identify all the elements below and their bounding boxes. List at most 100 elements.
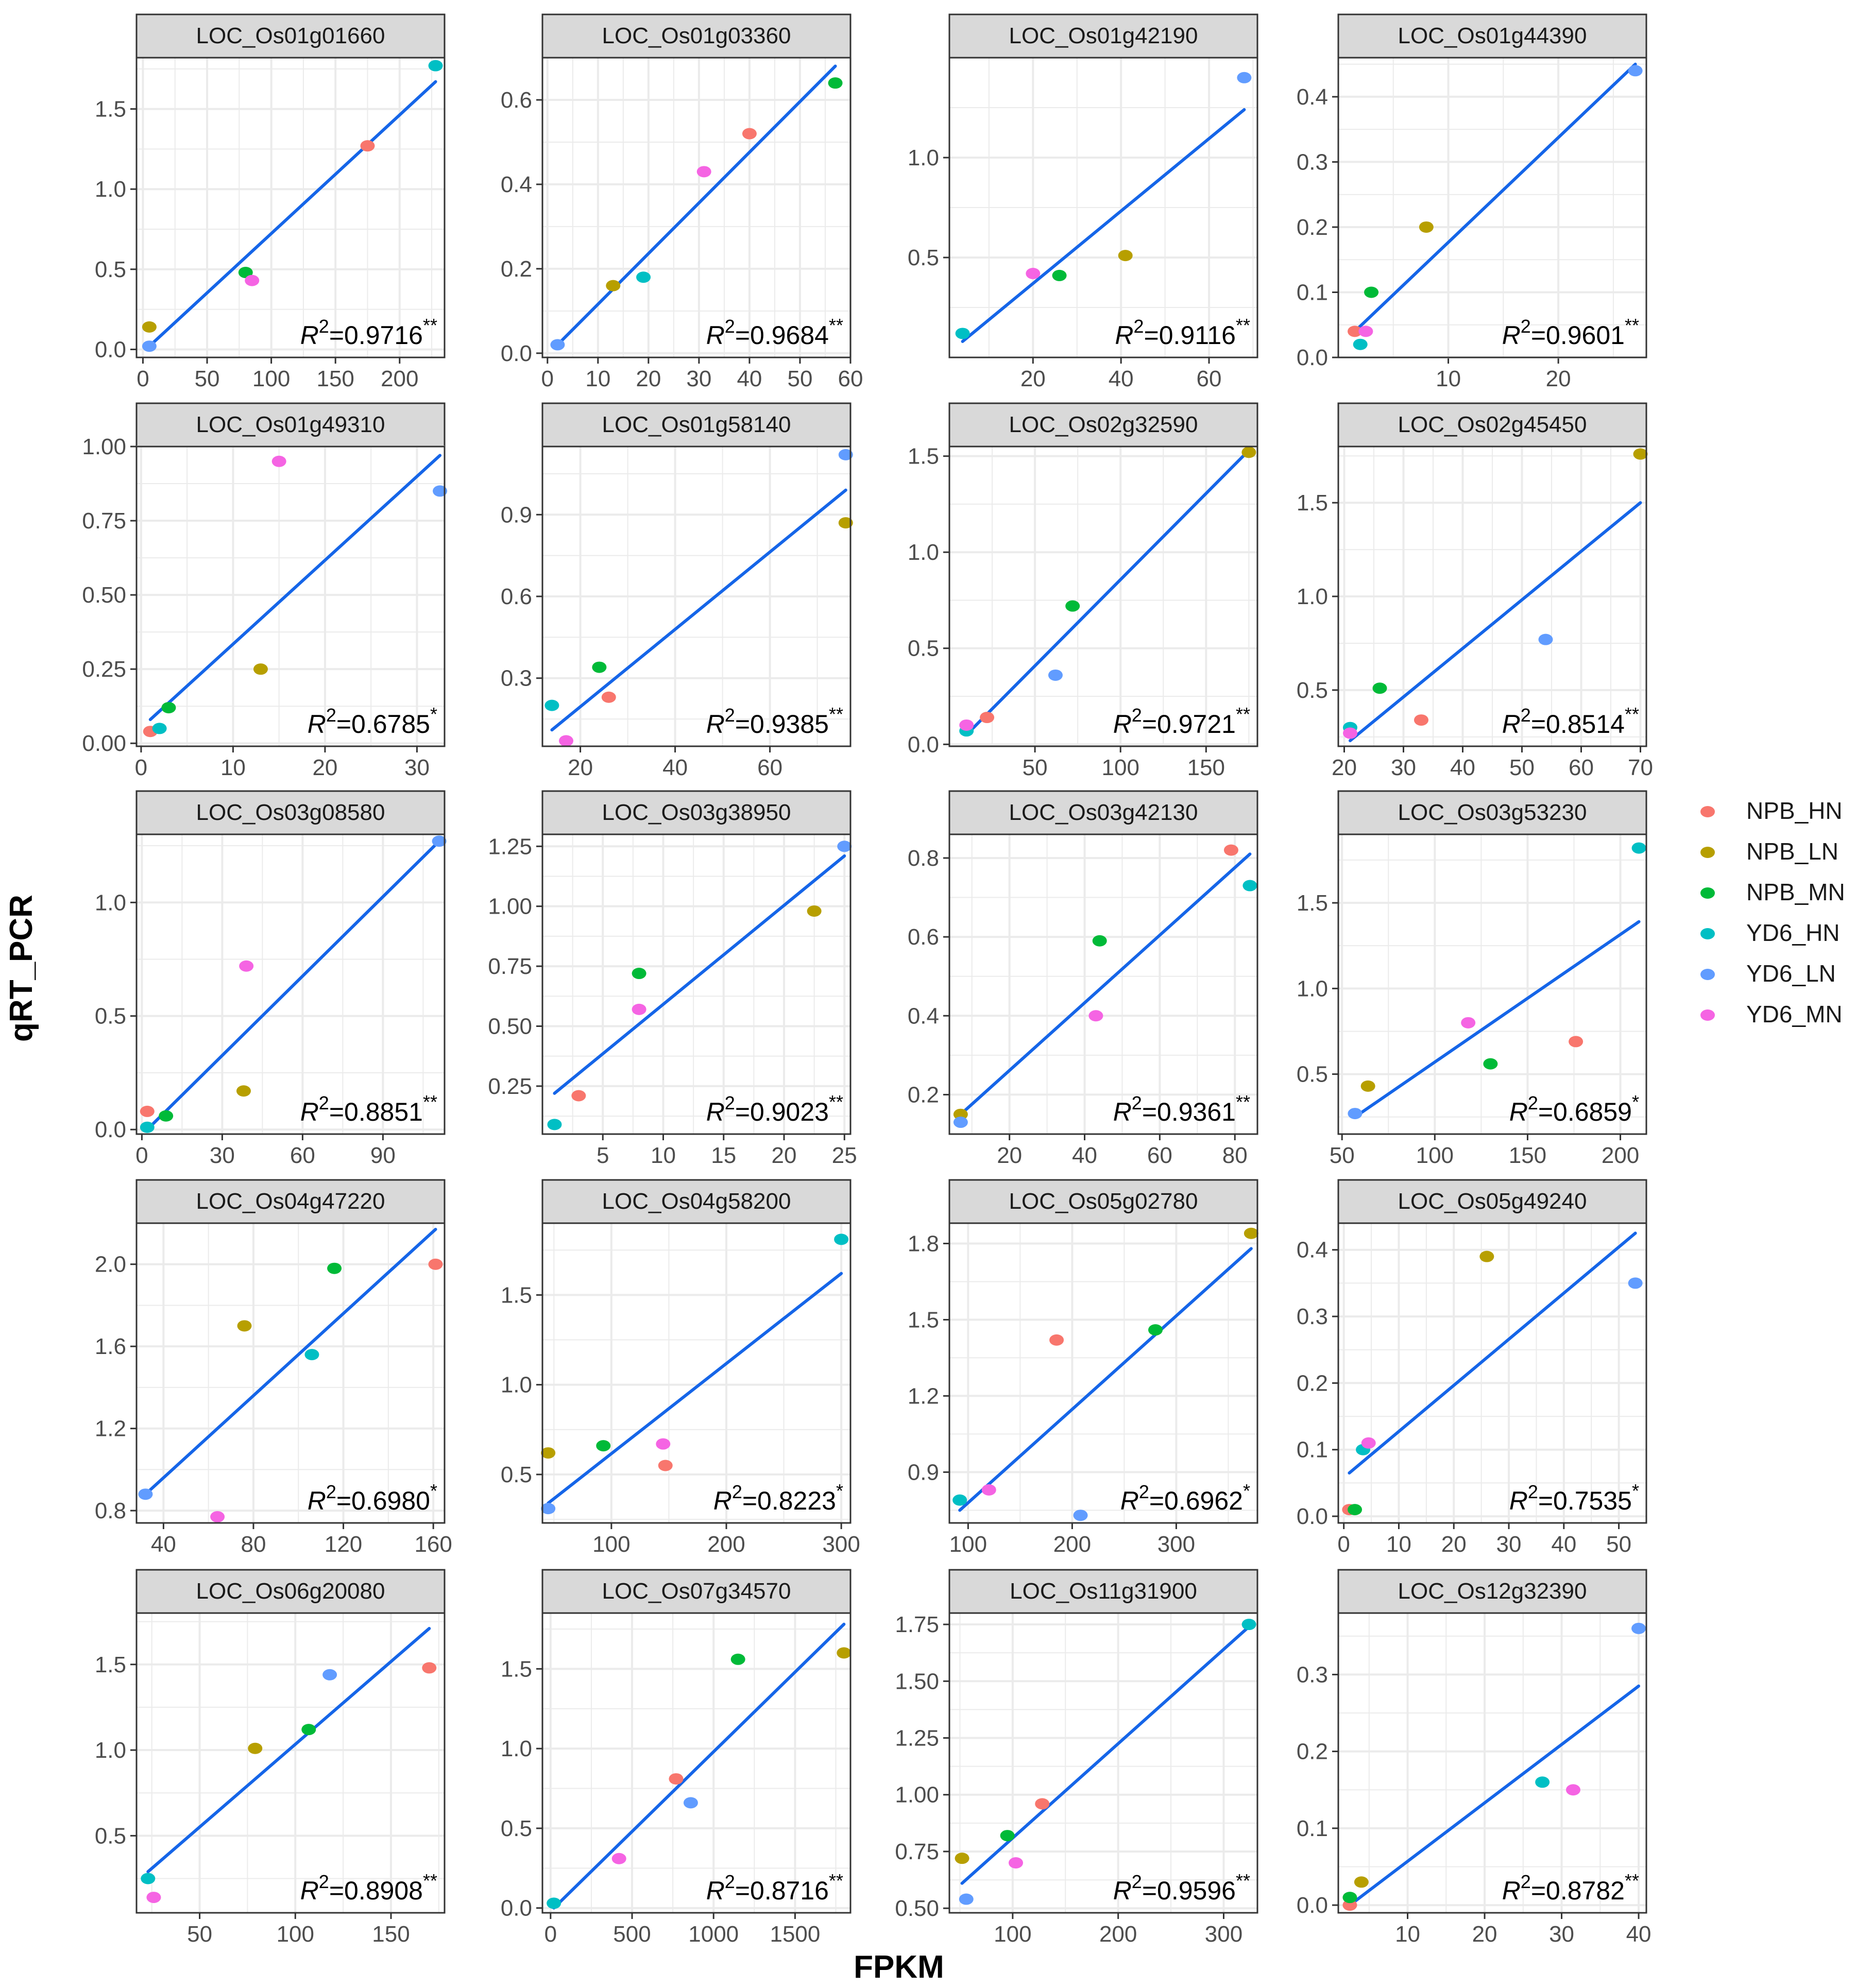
r-squared-value: =0.8223 xyxy=(742,1486,836,1515)
data-point xyxy=(433,485,448,497)
x-tick-label: 30 xyxy=(1496,1532,1522,1557)
legend: NPB_HN NPB_LN NPB_MN YD6_HN YD6_LN YD6_MN xyxy=(1700,797,1845,1027)
r-squared-symbol: R xyxy=(713,1486,732,1515)
r-squared-annotation: R2=0.6962* xyxy=(1120,1480,1250,1515)
r-squared-value: =0.6962 xyxy=(1149,1486,1243,1515)
facet-panel: LOC_Os03g08580 0 30 60 90 0.0 0.5 1.0 R2=0.8851*… xyxy=(95,790,447,1168)
plot-area xyxy=(542,1613,850,1913)
data-point xyxy=(1535,1776,1550,1788)
y-tick-label: 1.0 xyxy=(95,1738,126,1763)
regression-line xyxy=(1349,501,1642,743)
facet-panel: LOC_Os03g38950 5 10 15 20 25 0.25 0.50 0.75 1.00 1… xyxy=(488,790,857,1168)
r-squared-value: =0.9596 xyxy=(1142,1876,1236,1905)
data-point xyxy=(601,691,616,703)
facet-strip xyxy=(1337,13,1647,59)
facet-strip xyxy=(135,13,446,59)
y-tick-label: 1.6 xyxy=(95,1334,126,1359)
data-point xyxy=(1241,1619,1256,1631)
facet-strip xyxy=(1337,790,1647,835)
data-point xyxy=(1628,1277,1643,1289)
r-squared-symbol: R xyxy=(300,1098,319,1126)
r-squared-value: =0.8782 xyxy=(1531,1876,1625,1905)
r-squared-exponent: 2 xyxy=(326,705,336,726)
x-tick-label: 200 xyxy=(1053,1532,1091,1557)
x-tick-label: 40 xyxy=(1450,755,1475,780)
legend-label: YD6_LN xyxy=(1746,960,1836,987)
facet-title: LOC_Os03g53230 xyxy=(1398,800,1587,825)
facet-strip xyxy=(948,1569,1258,1614)
regression-line xyxy=(1353,920,1641,1119)
plot-area xyxy=(137,58,445,357)
significance-stars: * xyxy=(1632,1480,1639,1501)
facet-panel: LOC_Os01g42190 20 40 60 0.5 1.0 R2=0.9116** xyxy=(908,13,1258,391)
data-point xyxy=(146,1892,161,1904)
y-tick-label: 1.00 xyxy=(895,1783,939,1808)
y-tick-label: 0.0 xyxy=(95,1117,126,1142)
y-tick-label: 0.75 xyxy=(488,954,532,979)
x-tick-label: 150 xyxy=(316,366,354,391)
x-tick-label: 0 xyxy=(544,1922,557,1947)
legend-item: NPB_LN xyxy=(1700,838,1838,865)
y-tick-label: 0.0 xyxy=(1297,345,1328,370)
x-tick-label: 20 xyxy=(1546,366,1571,391)
r-squared-annotation: R2=0.8782** xyxy=(1502,1870,1639,1905)
x-tick-label: 40 xyxy=(1626,1922,1651,1947)
data-point xyxy=(428,60,443,72)
x-tick-label: 40 xyxy=(1551,1532,1576,1557)
y-tick-label: 0.5 xyxy=(501,1462,532,1487)
data-point xyxy=(140,1121,155,1133)
x-tick-label: 50 xyxy=(1606,1532,1631,1557)
r-squared-exponent: 2 xyxy=(1528,1092,1538,1113)
facet-panel: LOC_Os11g31900 100 200 300 0.50 0.75 1.00 1.25 1… xyxy=(895,1569,1258,1947)
x-tick-label: 30 xyxy=(1549,1922,1574,1947)
r-squared-annotation: R2=0.9716** xyxy=(300,315,437,350)
x-tick-label: 50 xyxy=(1023,755,1048,780)
data-point xyxy=(152,723,167,734)
significance-stars: ** xyxy=(1236,704,1250,725)
x-tick-label: 0 xyxy=(135,755,147,780)
panel-border xyxy=(541,1222,852,1524)
y-tick-label: 0.5 xyxy=(95,1823,126,1848)
panel-border xyxy=(541,1612,852,1914)
y-tick-label: 1.8 xyxy=(908,1231,939,1256)
y-tick-label: 0.2 xyxy=(1297,1739,1328,1764)
legend-label: YD6_MN xyxy=(1746,1001,1843,1027)
facet-title: LOC_Os03g42130 xyxy=(1009,800,1198,825)
data-point xyxy=(236,1085,251,1097)
y-tick-label: 0.50 xyxy=(82,582,126,608)
data-point xyxy=(981,1484,996,1496)
regression-line xyxy=(146,1626,431,1874)
r-squared-annotation: R2=0.9385** xyxy=(706,704,843,739)
y-tick-label: 1.5 xyxy=(501,1656,532,1682)
data-point xyxy=(656,1438,671,1450)
r-squared-exponent: 2 xyxy=(1132,1092,1142,1113)
r-squared-symbol: R xyxy=(308,710,326,739)
data-point xyxy=(245,275,260,286)
facet-title: LOC_Os03g38950 xyxy=(602,800,791,825)
r-squared-exponent: 2 xyxy=(319,1871,329,1892)
data-point xyxy=(1241,447,1256,458)
data-point xyxy=(632,1003,646,1015)
significance-stars: ** xyxy=(423,315,437,336)
x-tick-label: 160 xyxy=(414,1532,452,1557)
x-tick-label: 0 xyxy=(135,1143,148,1168)
y-tick-label: 1.5 xyxy=(95,1652,126,1677)
data-point xyxy=(1479,1250,1494,1262)
data-point xyxy=(838,517,853,529)
data-point xyxy=(1483,1058,1498,1070)
significance-stars: ** xyxy=(1236,315,1250,336)
x-tick-label: 0 xyxy=(541,366,554,391)
x-tick-label: 20 xyxy=(997,1143,1022,1168)
r-squared-symbol: R xyxy=(1502,321,1521,350)
y-tick-label: 1.5 xyxy=(1297,490,1328,516)
significance-stars: ** xyxy=(829,1870,843,1891)
x-tick-label: 60 xyxy=(757,755,782,780)
data-point xyxy=(271,455,286,467)
data-point xyxy=(1092,935,1107,947)
regression-line xyxy=(145,839,441,1132)
regression-line xyxy=(550,488,847,732)
significance-stars: ** xyxy=(1625,315,1639,336)
facet-strip xyxy=(948,1179,1258,1224)
regression-line xyxy=(147,80,437,348)
data-point xyxy=(1358,325,1373,337)
